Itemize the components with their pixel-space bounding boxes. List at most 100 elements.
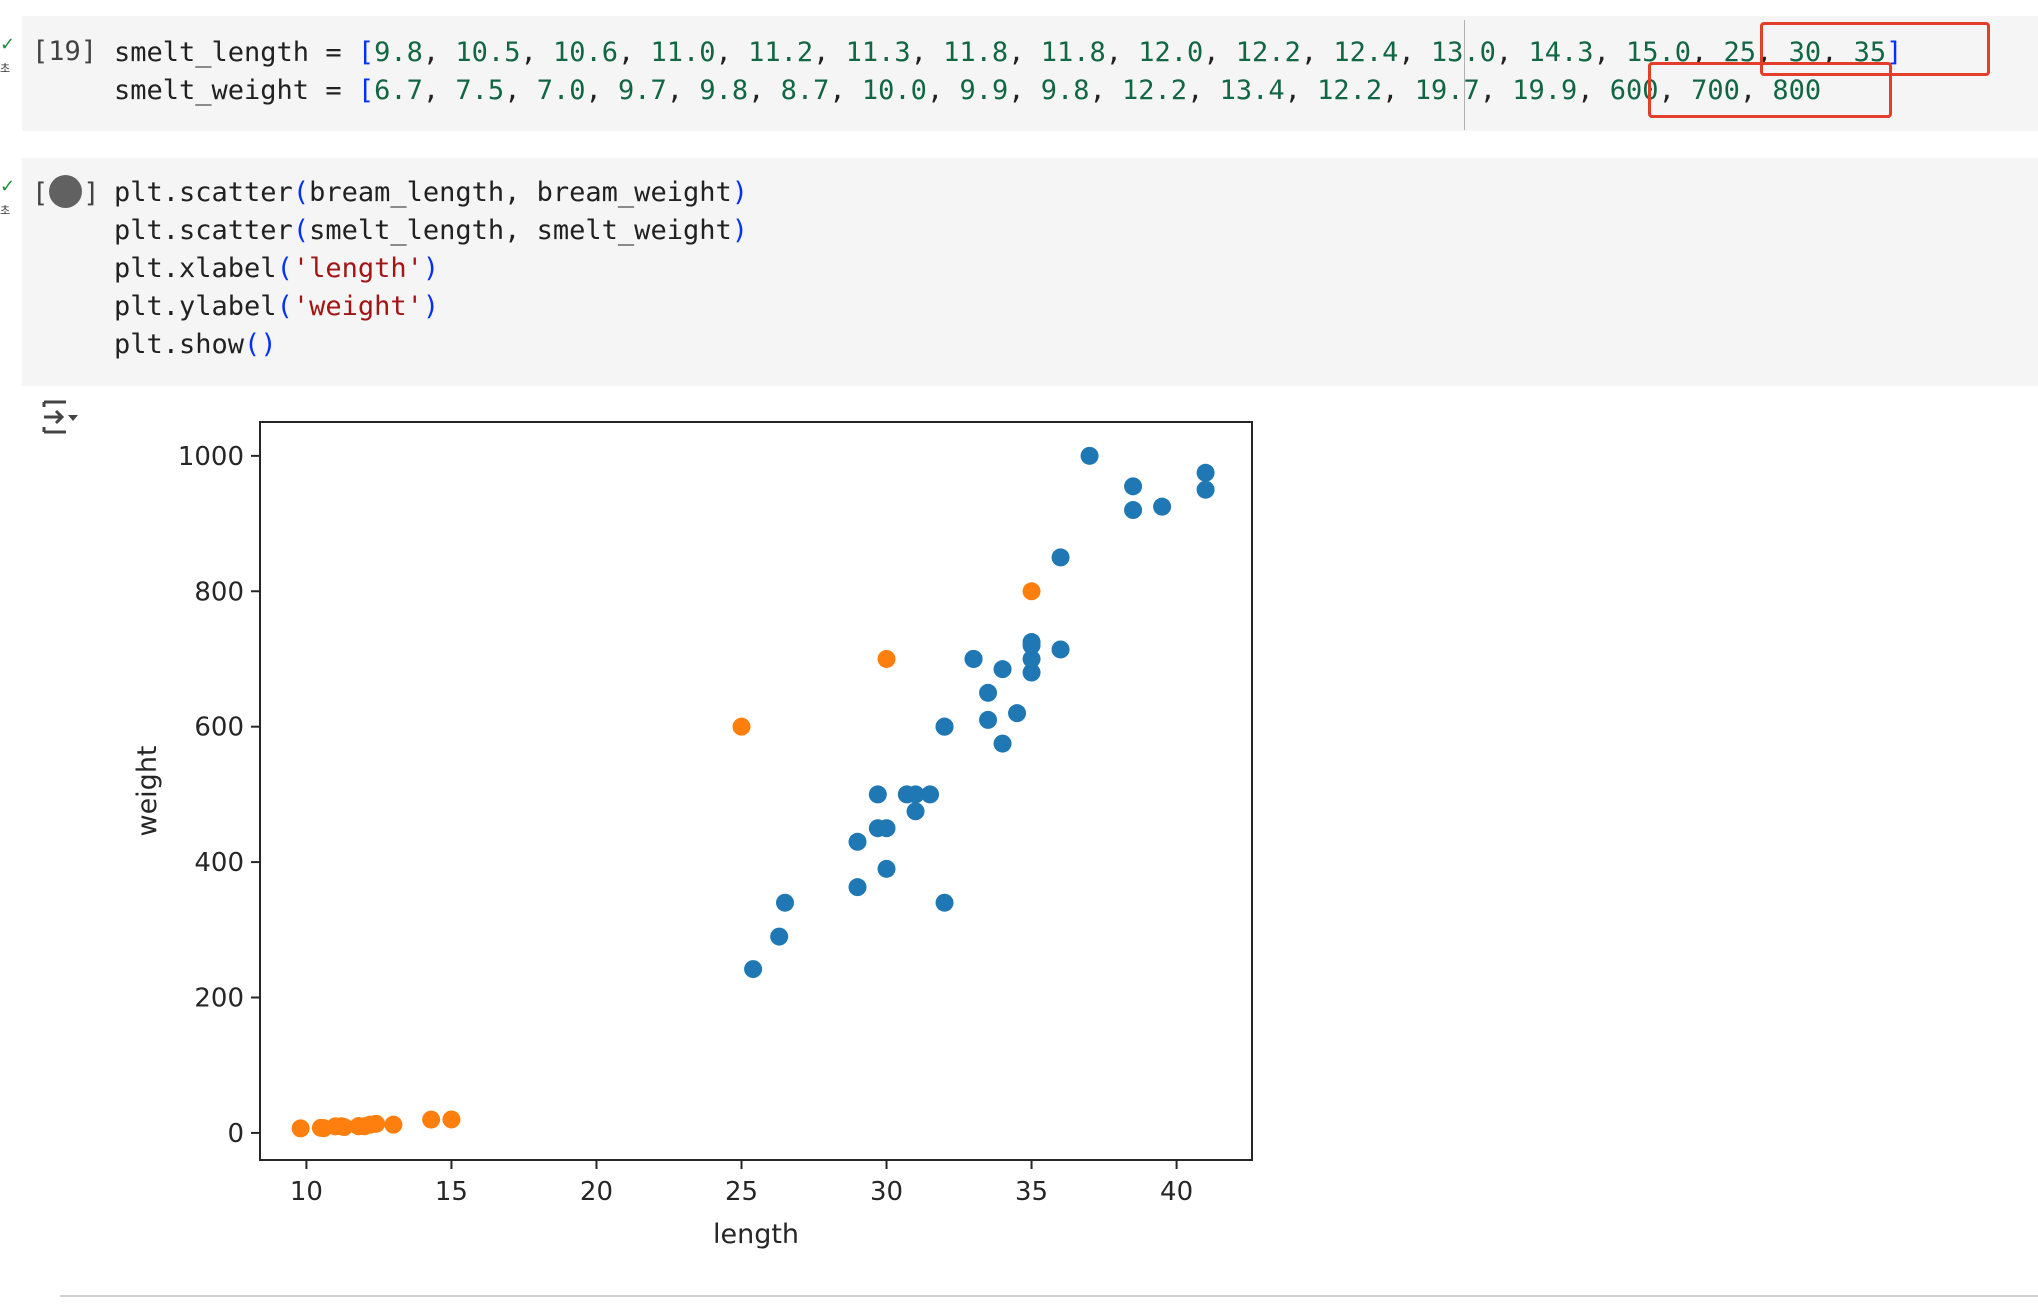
number-literal: 11.0 xyxy=(650,37,716,68)
string-literal: 'length' xyxy=(292,253,423,284)
code-line: smelt_weight = [6.7, 7.5, 7.0, 9.7, 9.8,… xyxy=(114,75,1822,106)
run-time-label: 초 xyxy=(0,62,11,75)
execution-count: [] xyxy=(32,175,100,211)
text-cursor xyxy=(1464,20,1465,130)
data-point xyxy=(770,927,789,946)
y-tick-label: 200 xyxy=(194,984,244,1014)
data-point xyxy=(1008,704,1027,723)
data-point xyxy=(848,832,867,851)
code-line: plt.xlabel('length') xyxy=(114,253,440,284)
x-tick-label: 35 xyxy=(1015,1177,1048,1207)
data-point xyxy=(1022,663,1041,682)
number-literal: 10.6 xyxy=(552,37,618,68)
value-list: 9.8, 10.5, 10.6, 11.0, 11.2, 11.3, 11.8,… xyxy=(374,37,1887,68)
data-point xyxy=(1196,480,1215,499)
x-tick-label: 40 xyxy=(1160,1177,1193,1207)
data-point xyxy=(935,717,954,736)
data-point xyxy=(335,1118,354,1137)
y-tick-label: 1000 xyxy=(178,442,244,472)
number-literal: 6.7 xyxy=(374,75,423,106)
code-line: plt.ylabel('weight') xyxy=(114,291,440,322)
data-point xyxy=(732,717,751,736)
data-point xyxy=(1051,548,1070,567)
code-editor[interactable]: smelt_length = [9.8, 10.5, 10.6, 11.0, 1… xyxy=(114,34,1902,110)
data-point xyxy=(848,878,867,897)
x-tick-label: 30 xyxy=(870,1177,903,1207)
number-literal: 11.8 xyxy=(943,37,1009,68)
divider xyxy=(60,1295,2038,1297)
data-point xyxy=(1124,501,1143,520)
x-tick-label: 25 xyxy=(725,1177,758,1207)
data-point xyxy=(1051,640,1070,659)
data-point xyxy=(1124,477,1143,496)
arguments: bream_length, bream_weight xyxy=(309,177,732,208)
data-point xyxy=(744,960,763,979)
data-point xyxy=(1022,649,1041,668)
variable-name: smelt_length xyxy=(114,37,310,68)
data-point xyxy=(291,1119,310,1138)
variable-name: smelt_weight xyxy=(114,75,310,106)
number-literal: 10.0 xyxy=(861,75,927,106)
x-tick-label: 15 xyxy=(435,1177,468,1207)
number-literal: 12.0 xyxy=(1138,37,1204,68)
number-literal: 8.7 xyxy=(780,75,830,106)
number-literal: 13.0 xyxy=(1430,37,1496,68)
number-literal: 9.8 xyxy=(374,37,423,68)
y-axis-label: weight xyxy=(132,745,163,836)
data-point xyxy=(877,819,896,838)
code-line: smelt_length = [9.8, 10.5, 10.6, 11.0, 1… xyxy=(114,37,1903,68)
data-point xyxy=(1080,446,1099,465)
data-point xyxy=(1196,463,1215,482)
number-literal: 19.9 xyxy=(1512,75,1578,106)
y-tick-label: 800 xyxy=(194,577,244,607)
data-point xyxy=(1022,582,1041,601)
data-point xyxy=(921,785,940,804)
arguments: smelt_length, smelt_weight xyxy=(309,215,732,246)
check-icon: ✓ xyxy=(0,34,16,55)
x-axis-label: length xyxy=(713,1219,799,1250)
y-tick-label: 400 xyxy=(194,848,244,878)
data-point xyxy=(935,893,954,912)
function-name: plt.show xyxy=(114,329,245,360)
data-point xyxy=(1153,497,1172,516)
code-cell-19[interactable]: ✓ 초 [19] smelt_length = [9.8, 10.5, 10.6… xyxy=(0,16,2038,131)
data-point xyxy=(906,802,925,821)
y-tick-label: 600 xyxy=(194,713,244,743)
number-literal: 11.2 xyxy=(748,37,814,68)
number-literal: 9.8 xyxy=(699,75,749,106)
number-literal: 12.2 xyxy=(1317,75,1383,106)
number-literal: 800 xyxy=(1772,75,1822,106)
data-point xyxy=(1022,636,1041,655)
data-point xyxy=(367,1114,386,1133)
data-point xyxy=(877,649,896,668)
number-literal: 9.7 xyxy=(618,75,667,106)
number-literal: 9.9 xyxy=(959,75,1009,106)
code-line: plt.show() xyxy=(114,329,277,360)
data-point xyxy=(979,683,998,702)
data-point xyxy=(993,660,1012,679)
data-point xyxy=(877,859,896,878)
number-literal: 10.5 xyxy=(455,37,521,68)
y-tick-label: 0 xyxy=(227,1119,244,1149)
execution-count: [19] xyxy=(32,36,98,67)
output-toggle-icon[interactable] xyxy=(40,398,84,438)
value-list: 6.7, 7.5, 7.0, 9.7, 9.8, 8.7, 10.0, 9.9,… xyxy=(374,75,1822,106)
number-literal: 7.0 xyxy=(536,75,586,106)
x-tick-label: 20 xyxy=(580,1177,613,1207)
check-icon: ✓ xyxy=(0,176,16,197)
data-point xyxy=(964,649,983,668)
code-cell-20[interactable]: ✓ 초 [] plt.scatter(bream_length, bream_w… xyxy=(0,158,2038,386)
data-point xyxy=(868,785,887,804)
number-literal: 9.8 xyxy=(1040,75,1090,106)
data-point xyxy=(776,893,795,912)
run-time-label: 초 xyxy=(0,204,11,217)
data-point xyxy=(422,1110,441,1129)
code-editor[interactable]: plt.scatter(bream_length, bream_weight) … xyxy=(114,174,748,364)
data-point xyxy=(906,785,925,804)
running-badge-icon[interactable] xyxy=(49,175,83,208)
highlight-box-length-values xyxy=(1760,22,1990,76)
x-tick-label: 10 xyxy=(290,1177,323,1207)
number-literal: 11.8 xyxy=(1040,37,1106,68)
number-literal: 700 xyxy=(1691,75,1740,106)
